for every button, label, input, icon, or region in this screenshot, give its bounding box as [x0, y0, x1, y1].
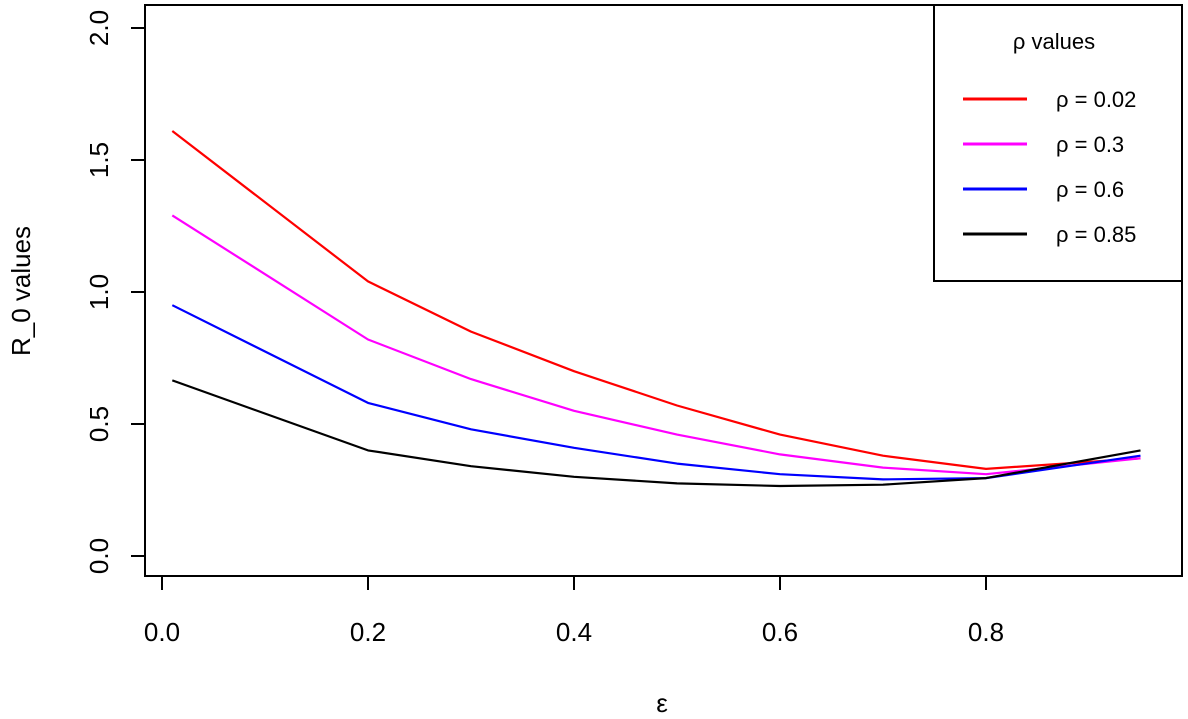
- x-tick-label: 0.4: [556, 617, 592, 647]
- y-tick-label: 0.0: [84, 538, 114, 574]
- legend-label: ρ = 0.85: [1056, 222, 1136, 247]
- x-tick-label: 0.0: [144, 617, 180, 647]
- series-line-2: [171, 214, 1141, 476]
- legend-label: ρ = 0.6: [1056, 177, 1124, 202]
- legend: ρ values ρ = 0.02 ρ = 0.3 ρ = 0.6 ρ = 0.85: [933, 4, 1183, 282]
- x-axis-title: ε: [656, 688, 668, 718]
- legend-label: ρ = 0.02: [1056, 87, 1136, 112]
- y-tick-label: 1.5: [84, 142, 114, 178]
- y-tick-label: 2.0: [84, 10, 114, 46]
- legend-label: ρ = 0.3: [1056, 132, 1124, 157]
- legend-title: ρ values: [1013, 29, 1095, 54]
- x-tick-label: 0.2: [350, 617, 386, 647]
- series-line-4: [171, 379, 1141, 488]
- x-axis: 0.0 0.2 0.4 0.6 0.8: [144, 575, 1004, 647]
- y-axis: 0.0 0.5 1.0 1.5 2.0: [84, 10, 146, 574]
- series-line-1: [171, 130, 1141, 470]
- legend-entries: ρ = 0.02 ρ = 0.3 ρ = 0.6 ρ = 0.85: [963, 87, 1136, 247]
- x-tick-label: 0.8: [968, 617, 1004, 647]
- x-tick-label: 0.6: [762, 617, 798, 647]
- series-layer: [171, 130, 1141, 488]
- y-axis-title: R_0 values: [6, 226, 36, 356]
- y-tick-label: 0.5: [84, 406, 114, 442]
- series-line-3: [171, 304, 1141, 481]
- y-tick-label: 1.0: [84, 274, 114, 310]
